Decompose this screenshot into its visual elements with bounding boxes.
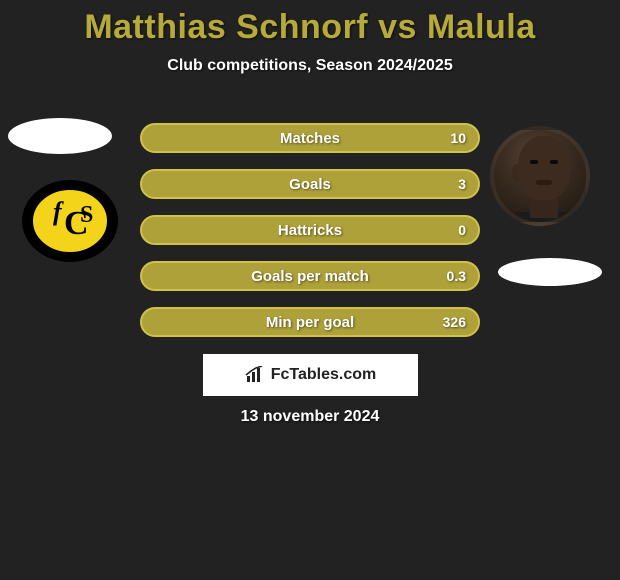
stat-row: Matches 10 <box>140 123 480 153</box>
player-right-club-placeholder <box>498 258 602 286</box>
comparison-title: Matthias Schnorf vs Malula <box>0 0 620 47</box>
stat-value-right: 10 <box>450 130 466 146</box>
stats-panel: Matches 10 Goals 3 Hattricks 0 Goals per match… <box>140 123 480 353</box>
stat-row: Min per goal 326 <box>140 307 480 337</box>
player-right-avatar <box>490 126 590 226</box>
stat-value-right: 3 <box>458 176 466 192</box>
stat-value-right: 0 <box>458 222 466 238</box>
stat-row: Goals 3 <box>140 169 480 199</box>
stat-row: Hattricks 0 <box>140 215 480 245</box>
stat-label: Goals per match <box>251 268 369 285</box>
comparison-subtitle: Club competitions, Season 2024/2025 <box>0 57 620 75</box>
stat-label: Min per goal <box>266 314 354 331</box>
brand-text: FcTables.com <box>271 366 377 384</box>
stat-label: Goals <box>289 176 331 193</box>
stat-value-right: 326 <box>443 314 466 330</box>
bar-chart-icon <box>245 366 267 384</box>
stat-value-right: 0.3 <box>447 268 466 284</box>
snapshot-date: 13 november 2024 <box>0 408 620 426</box>
stat-row: Goals per match 0.3 <box>140 261 480 291</box>
stat-label: Hattricks <box>278 222 342 239</box>
stat-label: Matches <box>280 130 340 147</box>
player-left-avatar-placeholder <box>8 118 112 154</box>
svg-text:S: S <box>80 202 93 228</box>
club-badge-icon: f C S <box>20 178 120 264</box>
player-left-club-badge: f C S <box>20 178 120 264</box>
brand-box: FcTables.com <box>203 354 418 396</box>
